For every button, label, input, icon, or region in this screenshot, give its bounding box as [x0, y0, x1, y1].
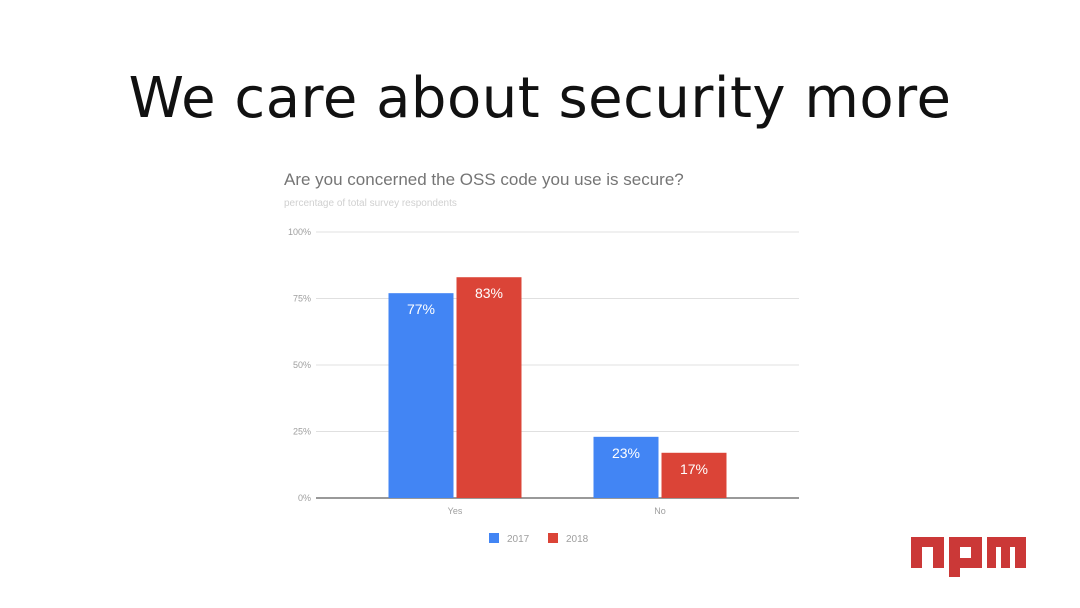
bar-2017-no [593, 436, 659, 498]
legend-swatch [548, 533, 558, 543]
npm-logo [911, 537, 1026, 577]
legend-label: 2018 [566, 534, 589, 545]
chart-title: Are you concerned the OSS code you use i… [284, 170, 684, 189]
npm-logo-n-shape [911, 537, 944, 568]
y-tick-label: 100% [288, 227, 311, 237]
y-tick-label: 25% [293, 427, 311, 437]
x-tick-label: No [654, 506, 666, 516]
bar-data-label: 17% [680, 461, 708, 477]
bar-2018-yes [456, 277, 522, 498]
bar-data-label: 23% [612, 445, 640, 461]
npm-logo-m-shape [987, 537, 1026, 568]
legend: 2017 2018 [489, 533, 589, 545]
x-tick-label: Yes [448, 506, 463, 516]
y-tick-label: 75% [293, 294, 311, 304]
bar-2018-no [661, 452, 727, 498]
legend-swatch [489, 533, 499, 543]
y-tick-label: 0% [298, 493, 311, 503]
slide-title: We care about security more [128, 66, 952, 131]
legend-label: 2017 [507, 534, 530, 545]
bar-data-label: 77% [407, 301, 435, 317]
y-tick-label: 50% [293, 360, 311, 370]
bars: 77% 83% Yes 23% 17% No [388, 277, 727, 516]
chart-subtitle: percentage of total survey respondents [284, 198, 457, 209]
bar-2017-yes [388, 293, 454, 498]
npm-logo-p-shape [949, 537, 982, 577]
bar-data-label: 83% [475, 285, 503, 301]
